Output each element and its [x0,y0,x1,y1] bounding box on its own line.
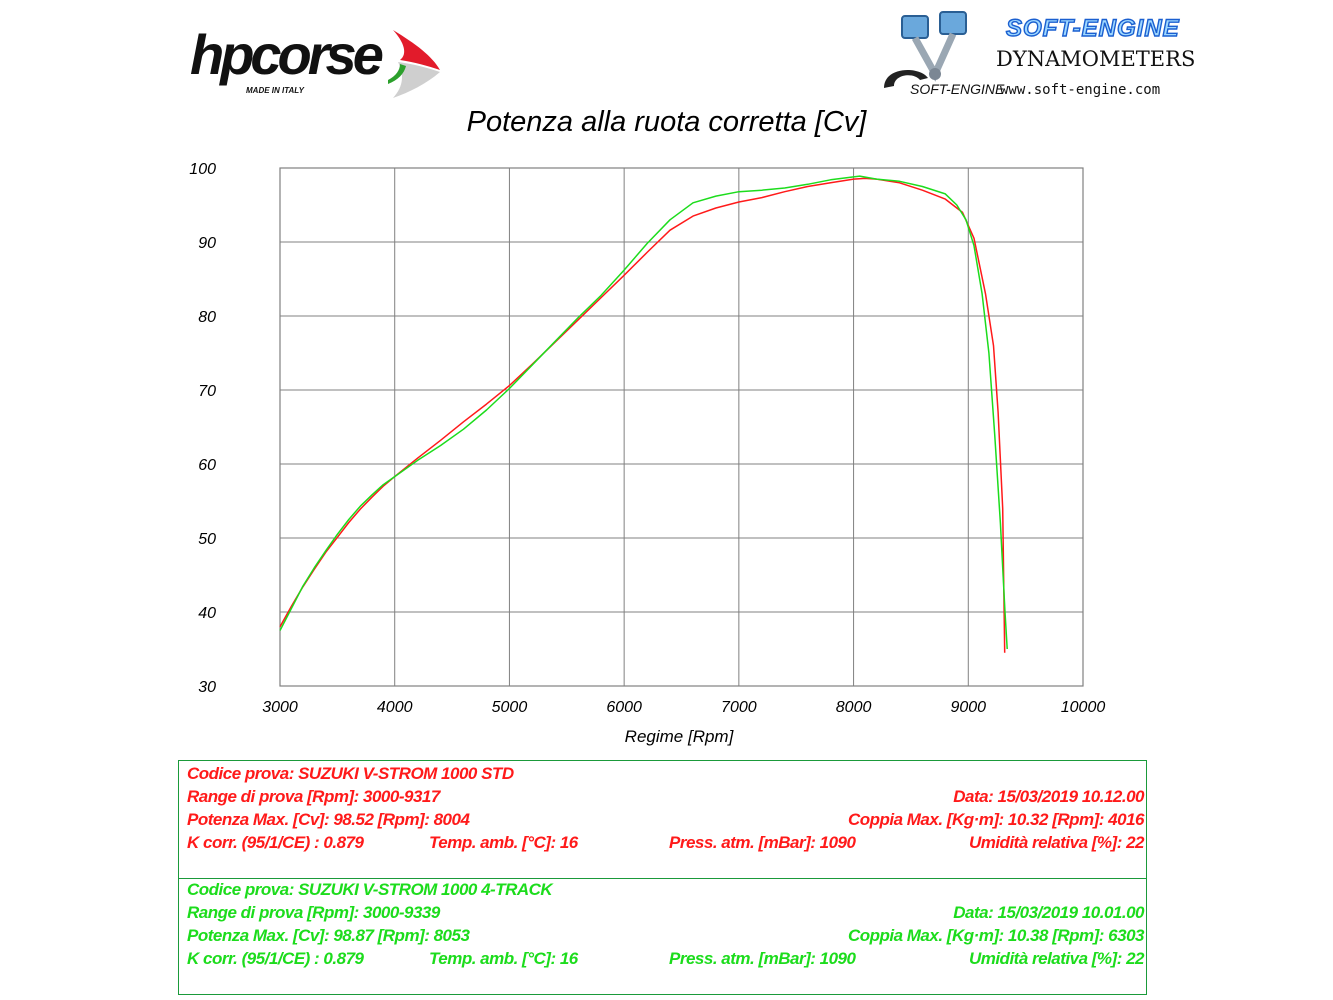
soft-engine-title: SOFT-ENGINE [1006,15,1180,42]
temp-amb: Temp. amb. [°C]: 16 [429,949,578,968]
test-code: Codice prova: SUZUKI V-STROM 1000 STD [187,764,514,783]
x-tick-label: 6000 [606,699,642,716]
test-date: Data: 15/03/2019 10.01.00 [953,903,1144,922]
press-atm: Press. atm. [mBar]: 1090 [669,833,856,852]
hpcorse-swoosh-red [393,30,440,70]
test-code: Codice prova: SUZUKI V-STROM 1000 4-TRAC… [187,880,553,899]
info-line-3: Potenza Max. [Cv]: 98.52 [Rpm]: 8004 Cop… [187,810,1145,833]
info-line-1: Codice prova: SUZUKI V-STROM 1000 STD [187,764,1144,787]
power-chart: 30 40 50 60 70 80 90 100 3000 4000 5000 6000 7000 80… [189,161,1105,746]
x-tick-label: 9000 [950,699,986,716]
test-range: Range di prova [Rpm]: 3000-9317 [187,787,440,806]
y-tick-label: 40 [198,605,216,622]
test-date: Data: 15/03/2019 10.12.00 [953,787,1144,806]
press-atm: Press. atm. [mBar]: 1090 [669,949,856,968]
max-power: Potenza Max. [Cv]: 98.87 [Rpm]: 8053 [187,926,470,945]
test-range: Range di prova [Rpm]: 3000-9339 [187,903,440,922]
test-info-box-std: Codice prova: SUZUKI V-STROM 1000 STD Ra… [178,760,1147,879]
series-line-4track [279,175,1008,650]
humidity: Umidità relativa [%]: 22 [968,833,1145,852]
y-tick-label: 80 [198,309,216,326]
hpcorse-swoosh-green [388,64,406,84]
k-corr: K corr. (95/1/CE) : 0.879 [187,949,364,968]
info-line-2: Range di prova [Rpm]: 3000-9339 Data: 15… [187,903,1144,926]
info-line-4: K corr. (95/1/CE) : 0.879 Temp. amb. [°C… [187,949,1145,972]
x-tick-label: 5000 [492,699,528,716]
info-line-4: K corr. (95/1/CE) : 0.879 Temp. amb. [°C… [187,833,1145,856]
y-tick-label: 50 [198,531,216,548]
y-axis-ticks: 30 40 50 60 70 80 90 100 [189,161,216,696]
x-tick-label: 4000 [377,699,413,716]
y-tick-label: 30 [198,679,216,696]
x-tick-label: 8000 [836,699,872,716]
hpcorse-swoosh-grey [393,62,440,98]
chart-series [279,175,1008,653]
x-axis-label: Regime [Rpm] [625,727,735,746]
max-torque: Coppia Max. [Kg·m]: 10.32 [Rpm]: 4016 [847,810,1145,829]
info-line-2: Range di prova [Rpm]: 3000-9317 Data: 15… [187,787,1144,810]
max-power: Potenza Max. [Cv]: 98.52 [Rpm]: 8004 [187,810,470,829]
info-line-3: Potenza Max. [Cv]: 98.87 [Rpm]: 8053 Cop… [187,926,1145,949]
test-info-box-4track: Codice prova: SUZUKI V-STROM 1000 4-TRAC… [178,877,1147,995]
hpcorse-logo-text: hpcorse [190,23,383,86]
hpcorse-logo-subtitle: MADE IN ITALY [246,86,305,95]
soft-engine-dynamometers: DYNAMOMETERS [996,47,1195,71]
y-tick-label: 70 [198,383,216,400]
chart-grid [279,167,1084,687]
y-tick-label: 90 [198,235,216,252]
series-line-std [279,177,1006,653]
k-corr: K corr. (95/1/CE) : 0.879 [187,833,364,852]
x-tick-label: 7000 [721,699,757,716]
temp-amb: Temp. amb. [°C]: 16 [429,833,578,852]
info-line-1: Codice prova: SUZUKI V-STROM 1000 4-TRAC… [187,880,1144,903]
x-tick-label: 10000 [1061,699,1106,716]
plot-frame [279,167,1084,687]
humidity: Umidità relativa [%]: 22 [968,949,1145,968]
y-tick-label: 60 [198,457,216,474]
piston-icon [901,11,967,82]
max-torque: Coppia Max. [Kg·m]: 10.38 [Rpm]: 6303 [847,926,1145,945]
soft-engine-logo: SOFT-ENGINE DYNAMOMETERS SOFT-ENGINE www… [884,11,1195,98]
x-axis-ticks: 3000 4000 5000 6000 7000 8000 9000 10000 [262,699,1105,716]
soft-engine-swirl [884,69,928,88]
hpcorse-logo: hpcorse MADE IN ITALY [190,23,440,98]
soft-engine-small: SOFT-ENGINE [910,81,1005,97]
y-tick-label: 100 [189,161,216,178]
x-tick-label: 3000 [262,699,298,716]
chart-title: Potenza alla ruota corretta [Cv] [466,106,867,138]
soft-engine-url: www.soft-engine.com [1000,82,1160,98]
